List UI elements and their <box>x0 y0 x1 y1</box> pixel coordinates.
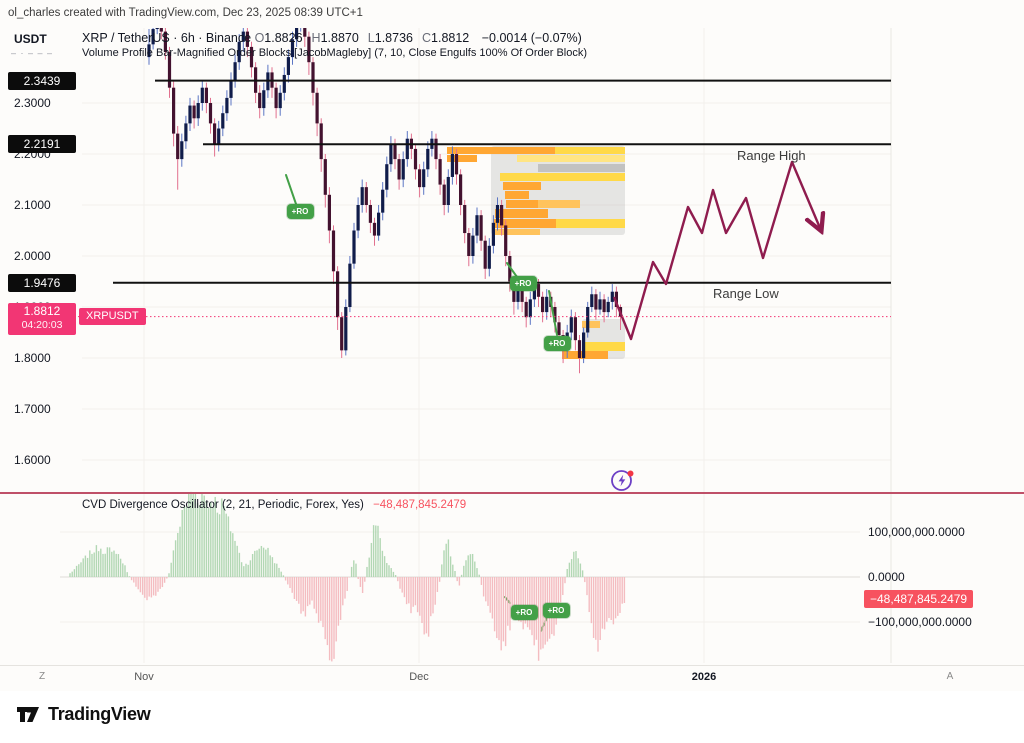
ohlc-values: O1.8826 H1.8870 L1.8736 C1.8812 <box>255 31 470 45</box>
price-level-badge: 1.9476 <box>8 273 76 292</box>
time-axis-label[interactable]: Dec <box>409 671 429 683</box>
price-tick-label: 1.6000 <box>14 453 51 467</box>
ro-signal-badge[interactable]: +RO <box>286 203 314 219</box>
footer-bar <box>0 691 1024 743</box>
ohlc-key: C <box>421 31 432 45</box>
ohlc-value: 1.8870 <box>320 31 359 45</box>
ohlc-key: H <box>311 31 321 45</box>
ro-signal-badge[interactable]: +RO <box>510 604 538 620</box>
current-price-badge: 1.8812 04:20:03 <box>8 303 76 335</box>
ohlc-key: O <box>254 31 265 45</box>
osc-scale-label: −100,000,000.0000 <box>868 615 972 629</box>
symbol-legend-row[interactable]: XRP / TetherUS · 6h · Binance O1.8826 H1.… <box>82 31 582 45</box>
price-scale-currency: USDT <box>14 32 47 46</box>
oscillator-title[interactable]: CVD Divergence Oscillator (2, 21, Period… <box>82 499 364 511</box>
ro-signal-badge[interactable]: +RO <box>543 335 571 351</box>
symbol-title[interactable]: XRP / TetherUS · 6h · Binance <box>82 31 252 45</box>
ro-signal-badge[interactable]: +RO <box>542 602 570 618</box>
ohlc-value: 1.8812 <box>431 31 470 45</box>
pane-separator[interactable] <box>0 492 1024 494</box>
time-axis-label[interactable]: A <box>946 671 954 682</box>
time-axis[interactable] <box>0 665 1024 693</box>
osc-scale-label: 100,000,000.0000 <box>868 525 965 539</box>
time-axis-label[interactable]: Nov <box>134 671 154 683</box>
ohlc-value: 1.8826 <box>264 31 303 45</box>
current-price-value: 1.8812 <box>23 304 61 318</box>
tradingview-brand[interactable]: TradingView <box>16 704 151 725</box>
ohlc-value: 1.8736 <box>374 31 413 45</box>
indicator-legend-row[interactable]: Volume Profile Bar-Magnified Order Block… <box>82 47 588 59</box>
price-tick-label: 2.0000 <box>14 249 51 263</box>
osc-scale-label: 0.0000 <box>868 570 905 584</box>
bar-countdown: 04:20:03 <box>21 319 63 331</box>
price-tick-label: 1.8000 <box>14 351 51 365</box>
price-tick-label: 2.1000 <box>14 198 51 212</box>
ohlc-key: L <box>367 31 375 45</box>
quick-trade-lightning-icon[interactable] <box>609 467 635 493</box>
price-level-badge: 2.2191 <box>8 135 76 154</box>
oscillator-value: −48,487,845.2479 <box>373 499 467 511</box>
oscillator-value-badge: −48,487,845.2479 <box>864 589 974 608</box>
price-tick-label: 1.7000 <box>14 402 51 416</box>
oscillator-legend-row[interactable]: CVD Divergence Oscillator (2, 21, Period… <box>82 499 466 511</box>
price-level-badge: 2.3439 <box>8 71 76 90</box>
ro-signal-badge[interactable]: +RO <box>509 275 537 291</box>
tradingview-logo-text: TradingView <box>48 704 151 724</box>
price-tick-label: 2.3000 <box>14 96 51 110</box>
symbol-price-tag: XRPUSDT <box>79 308 146 325</box>
range-high-label[interactable]: Range High <box>737 148 806 163</box>
tradingview-logo-icon <box>17 707 39 722</box>
legend-dashes: ‒ · ‒ ‒ ‒ <box>11 48 54 58</box>
attribution-text: ol_charles created with TradingView.com,… <box>8 7 363 19</box>
change-value: −0.0014 (−0.07%) <box>481 31 582 45</box>
time-axis-label[interactable]: 2026 <box>691 671 717 683</box>
time-axis-label[interactable]: Z <box>38 671 46 682</box>
range-low-label[interactable]: Range Low <box>713 286 779 301</box>
